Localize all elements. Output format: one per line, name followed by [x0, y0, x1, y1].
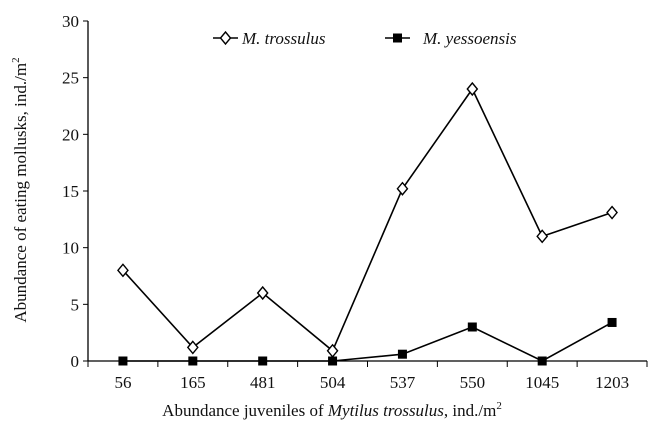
data-point-diamond: [186, 340, 199, 355]
legend-item: M. trossulus: [213, 29, 326, 48]
series-line: [122, 321, 613, 362]
series-m-trossulus: [117, 81, 618, 358]
y-tick-label: 15: [62, 182, 79, 201]
axes: 0 5 10 15 20 25 30 56 165 481 504 537 550 1045 1203: [62, 12, 648, 392]
data-point-diamond: [219, 30, 232, 46]
series-layer: [117, 81, 618, 366]
data-point-diamond: [606, 205, 618, 220]
x-tick-label: 1045: [525, 373, 559, 392]
data-point-square: [607, 317, 617, 327]
legend: M. trossulus M. yessoensis: [213, 29, 517, 48]
x-tick-label: 504: [320, 373, 346, 392]
legend-label: M. yessoensis: [422, 29, 517, 48]
y-tick-label: 5: [71, 295, 80, 314]
data-point-square: [467, 322, 477, 332]
y-tick-label: 0: [71, 352, 80, 371]
y-tick-label: 10: [62, 239, 79, 258]
data-point-diamond: [326, 343, 339, 358]
data-point-diamond: [536, 229, 549, 244]
x-tick-label: 56: [114, 373, 131, 392]
series-line: [122, 87, 613, 353]
x-tick-label: 550: [460, 373, 486, 392]
data-point-diamond: [117, 263, 129, 278]
data-point-square: [328, 356, 338, 366]
legend-item: M. yessoensis: [385, 29, 517, 48]
data-point-diamond: [396, 181, 409, 196]
x-tick-label: 1203: [595, 373, 629, 392]
y-tick-label: 25: [62, 69, 79, 88]
y-tick-label: 20: [62, 125, 79, 144]
x-tick-label: 537: [390, 373, 416, 392]
data-point-diamond: [256, 285, 269, 301]
x-tick-label: 481: [250, 373, 276, 392]
data-point-square: [258, 356, 268, 366]
data-point-square: [537, 356, 547, 366]
data-point-square: [118, 356, 128, 366]
legend-label: M. trossulus: [241, 29, 326, 48]
data-point-diamond: [466, 81, 479, 97]
y-axis-label: Abundance of eating mollusks, ind./m2: [10, 57, 30, 322]
series-m-yessoensis: [118, 317, 617, 366]
x-axis-label: Abundance juveniles of Mytilus trossulus…: [162, 400, 502, 420]
data-point-square: [188, 356, 198, 366]
data-point-square: [393, 33, 402, 43]
y-tick-label: 30: [62, 12, 79, 31]
x-tick-label: 165: [180, 373, 206, 392]
data-point-square: [397, 349, 407, 359]
